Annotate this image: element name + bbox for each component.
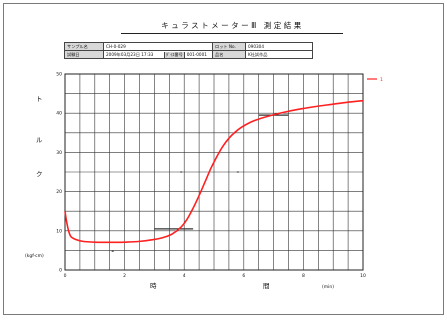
x-tick-label: 2 bbox=[123, 273, 126, 279]
x-label-right: 間 bbox=[263, 282, 270, 290]
chart-grid bbox=[65, 74, 363, 270]
y-tick-label: 0 bbox=[59, 268, 62, 274]
plot-border bbox=[64, 73, 364, 271]
ylabel-char-1: ト bbox=[36, 95, 43, 103]
product-name-value: K社試作品 bbox=[245, 50, 313, 59]
mold-number-label: ﾀﾞｲｽ番号 bbox=[164, 51, 185, 58]
x-unit-label: (min) bbox=[322, 284, 334, 290]
x-tick-label: 4 bbox=[183, 273, 186, 279]
y-tick-labels: 0 10 20 30 40 50 bbox=[56, 72, 62, 274]
x-tick-labels: 0 2 4 6 8 10 bbox=[64, 273, 366, 279]
series-line-1 bbox=[64, 99, 364, 244]
legend-label: 1 bbox=[380, 77, 383, 83]
x-label-left: 時 bbox=[150, 282, 157, 290]
x-tick-label: 6 bbox=[242, 273, 245, 279]
y-tick-label: 50 bbox=[56, 72, 62, 78]
sample-info-table: サンプル名 CH-0-029 ロット No. 090304 試験日 2009年0… bbox=[64, 42, 313, 59]
y-tick-label: 40 bbox=[56, 111, 62, 117]
y-tick-label: 30 bbox=[56, 150, 62, 156]
x-tick-label: 8 bbox=[302, 273, 305, 279]
y-tick-label: 20 bbox=[56, 189, 62, 195]
ylabel-char-3: ク bbox=[36, 170, 43, 178]
ylabel-char-2: ル bbox=[36, 136, 43, 144]
x-tick-label: 0 bbox=[64, 273, 67, 279]
report-title: キュラストメーターⅢ 測定結果 bbox=[161, 21, 304, 30]
title-underline bbox=[121, 33, 343, 34]
mold-number-value: 001-0001 bbox=[186, 51, 207, 57]
test-date-value: 2009年03月23日 17:33 bbox=[106, 51, 154, 57]
y-tick-label: 10 bbox=[56, 228, 62, 234]
x-tick-label: 10 bbox=[360, 273, 366, 279]
y-unit-label: (kgf-cm) bbox=[25, 253, 44, 259]
info-row: 試験日 2009年03月23日 17:33 ﾀﾞｲｽ番号 001-0001 品名 K… bbox=[64, 50, 313, 59]
